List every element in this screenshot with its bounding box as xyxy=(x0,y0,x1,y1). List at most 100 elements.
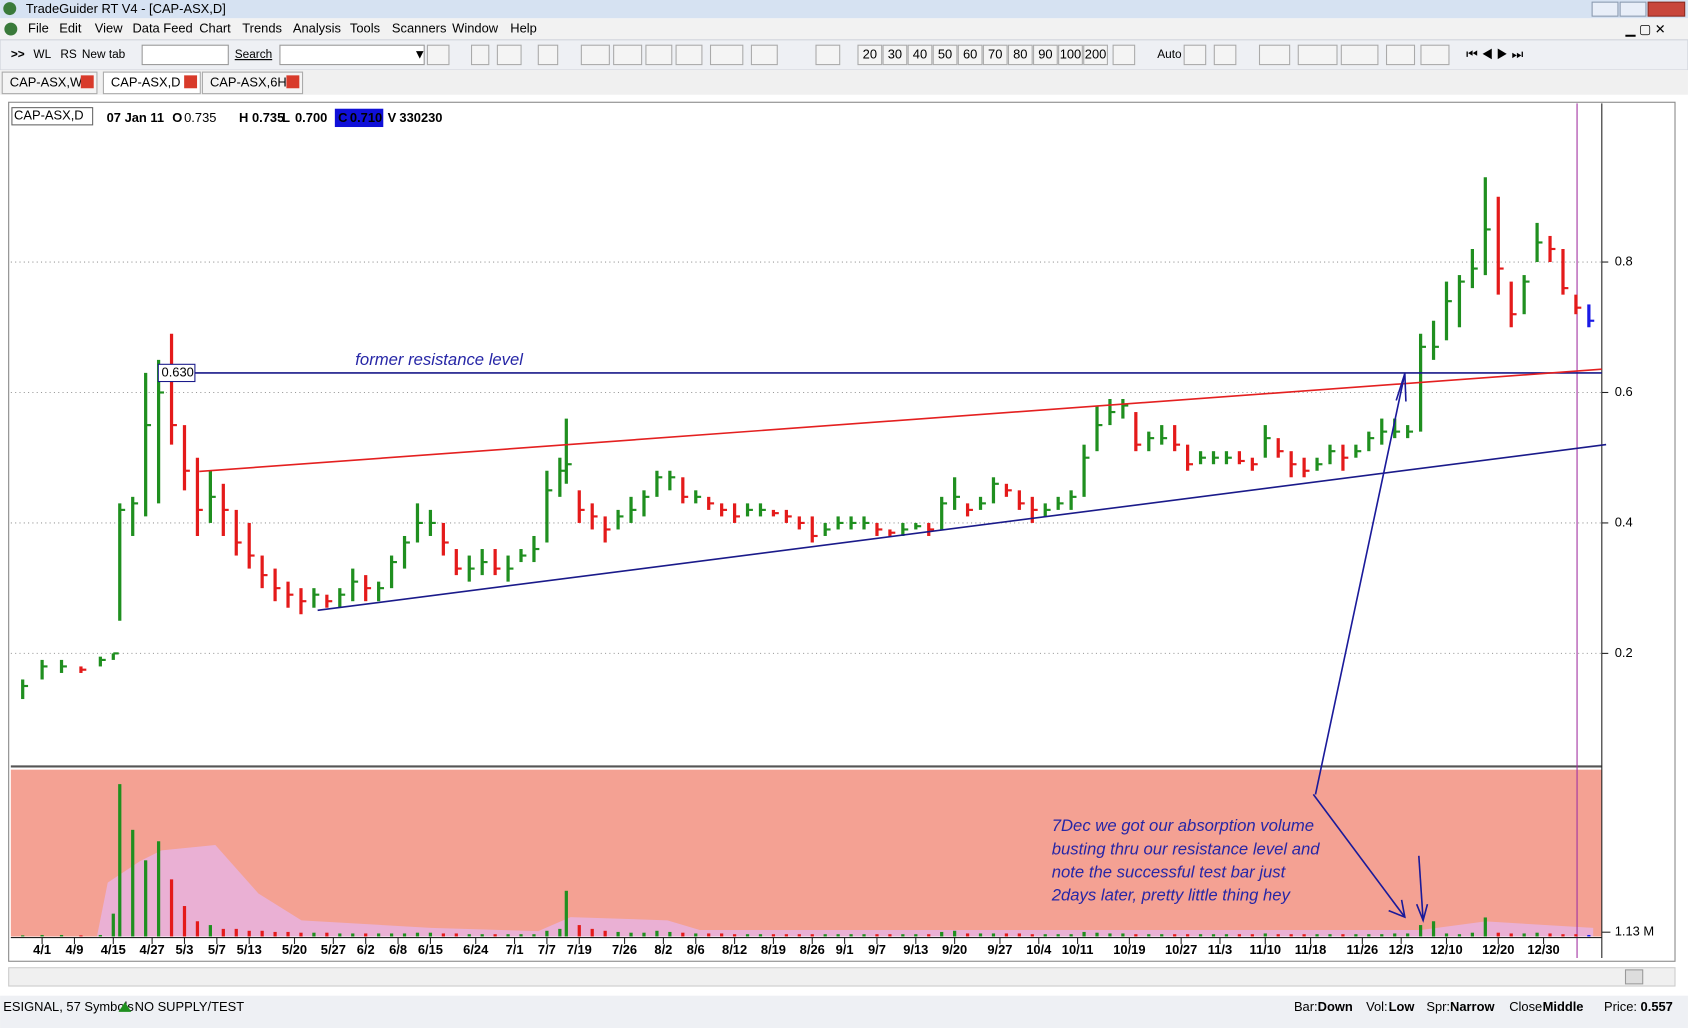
tool-button[interactable] xyxy=(1213,44,1237,66)
tab[interactable] xyxy=(201,71,304,95)
search-link[interactable]: Search xyxy=(235,47,272,61)
period-button[interactable] xyxy=(1058,44,1083,66)
go-button[interactable] xyxy=(426,44,450,66)
close-button[interactable] xyxy=(1647,1,1686,17)
period-button[interactable] xyxy=(1083,44,1108,66)
x-tick-label: 4/27 xyxy=(140,942,165,957)
scrollbar[interactable] xyxy=(8,967,1676,987)
quote-value: 0.735 xyxy=(184,110,216,125)
tool-button[interactable] xyxy=(1385,44,1416,66)
tool-button[interactable] xyxy=(613,44,643,66)
volume-bar xyxy=(1444,933,1449,937)
menu-item[interactable]: Help xyxy=(510,20,537,35)
volume-bar xyxy=(1535,932,1539,937)
period-button[interactable] xyxy=(882,44,908,66)
menu-item[interactable]: Trends xyxy=(242,20,282,35)
status-label: Spr: xyxy=(1426,999,1450,1014)
maximize-button[interactable] xyxy=(1619,1,1647,17)
menu-item[interactable]: Data Feed xyxy=(132,20,192,35)
search-combo[interactable] xyxy=(279,44,425,66)
volume-bar xyxy=(953,930,957,937)
tab[interactable] xyxy=(102,71,201,95)
nav-buttons[interactable]: ⏮ ◀ ▶ ⏭ xyxy=(1466,46,1523,61)
tool-button[interactable] xyxy=(1297,44,1338,66)
toolbar-button[interactable]: WL xyxy=(33,47,51,61)
period-label[interactable]: 50 xyxy=(938,46,952,61)
x-tick-label: 5/20 xyxy=(282,942,307,957)
menu-item[interactable]: Chart xyxy=(199,20,231,35)
period-button[interactable] xyxy=(907,44,933,66)
tool-button[interactable] xyxy=(1183,44,1207,66)
quote-value: 0.710 xyxy=(350,110,382,125)
tool-button[interactable] xyxy=(645,44,673,66)
note-line: note the successful test bar just xyxy=(1052,862,1287,881)
combo-arrow[interactable]: ▼ xyxy=(413,46,426,61)
symbol-box[interactable] xyxy=(11,107,94,126)
period-button[interactable] xyxy=(1033,44,1058,66)
menu-item[interactable]: Scanners xyxy=(392,20,447,35)
tool-button[interactable] xyxy=(675,44,703,66)
tab-label[interactable]: CAP-ASX,D xyxy=(111,74,181,89)
period-label[interactable]: 70 xyxy=(988,46,1002,61)
period-label[interactable]: 80 xyxy=(1013,46,1027,61)
period-button[interactable] xyxy=(957,44,983,66)
tab-label[interactable]: CAP-ASX,6H xyxy=(210,74,287,89)
x-tick-label: 12/30 xyxy=(1527,942,1559,957)
period-button[interactable] xyxy=(857,44,883,66)
tool-button[interactable] xyxy=(709,44,744,66)
open-button[interactable] xyxy=(496,44,522,66)
menu-item[interactable]: Window xyxy=(452,20,499,35)
auto-button[interactable]: Auto xyxy=(1157,47,1182,61)
menu-item[interactable]: Analysis xyxy=(293,20,341,35)
menu-item[interactable]: Edit xyxy=(59,20,82,35)
menu-item[interactable]: File xyxy=(28,20,49,35)
volume-bar xyxy=(991,933,996,937)
period-label[interactable]: 200 xyxy=(1085,46,1107,61)
tool-button[interactable] xyxy=(750,44,778,66)
tab-close[interactable] xyxy=(286,75,300,89)
symbol-input[interactable] xyxy=(141,44,229,66)
period-label[interactable]: 90 xyxy=(1038,46,1052,61)
period-label[interactable]: 60 xyxy=(963,46,977,61)
tool-button[interactable] xyxy=(815,44,841,66)
tool-button[interactable] xyxy=(1258,44,1291,66)
volume-bar xyxy=(862,934,866,937)
volume-bar xyxy=(1082,931,1086,937)
volume-bar xyxy=(784,934,788,937)
tab[interactable] xyxy=(1,71,98,95)
save-button[interactable] xyxy=(471,44,490,66)
tab-close[interactable] xyxy=(80,75,94,89)
menu-item[interactable]: View xyxy=(95,20,123,35)
volume-bar xyxy=(1069,934,1073,937)
tool-button[interactable] xyxy=(580,44,610,66)
tab-close[interactable] xyxy=(184,75,198,89)
scroll-thumb[interactable] xyxy=(1624,969,1644,985)
mdi-controls[interactable]: ▁ ▢ ✕ xyxy=(1624,22,1665,38)
tool-button[interactable] xyxy=(1420,44,1450,66)
period-label[interactable]: 20 xyxy=(863,46,877,61)
period-label[interactable]: 30 xyxy=(888,46,902,61)
tab-label[interactable]: CAP-ASX,W xyxy=(10,74,83,89)
toolbar-button[interactable]: >> xyxy=(11,47,25,61)
toolbar-button[interactable]: RS xyxy=(60,47,77,61)
menu-item[interactable]: Tools xyxy=(350,20,380,35)
print-button[interactable] xyxy=(537,44,559,66)
tool-button[interactable] xyxy=(1340,44,1379,66)
period-label[interactable]: 40 xyxy=(913,46,927,61)
volume-bar xyxy=(195,921,200,937)
minimize-button[interactable] xyxy=(1591,1,1619,17)
period-button[interactable] xyxy=(1007,44,1033,66)
period-button[interactable] xyxy=(932,44,958,66)
volume-bar xyxy=(467,934,471,937)
zoom-button[interactable] xyxy=(1112,44,1136,66)
volume-bar xyxy=(1457,934,1462,937)
volume-bar xyxy=(940,931,944,937)
toolbar-button[interactable]: New tab xyxy=(82,47,126,61)
period-button[interactable] xyxy=(982,44,1008,66)
volume-bar xyxy=(111,913,115,937)
period-label[interactable]: 100 xyxy=(1060,46,1082,61)
volume-bar xyxy=(1263,933,1267,937)
quote-label: C xyxy=(338,110,347,125)
volume-bar xyxy=(247,930,251,937)
volume-bar xyxy=(771,934,776,937)
